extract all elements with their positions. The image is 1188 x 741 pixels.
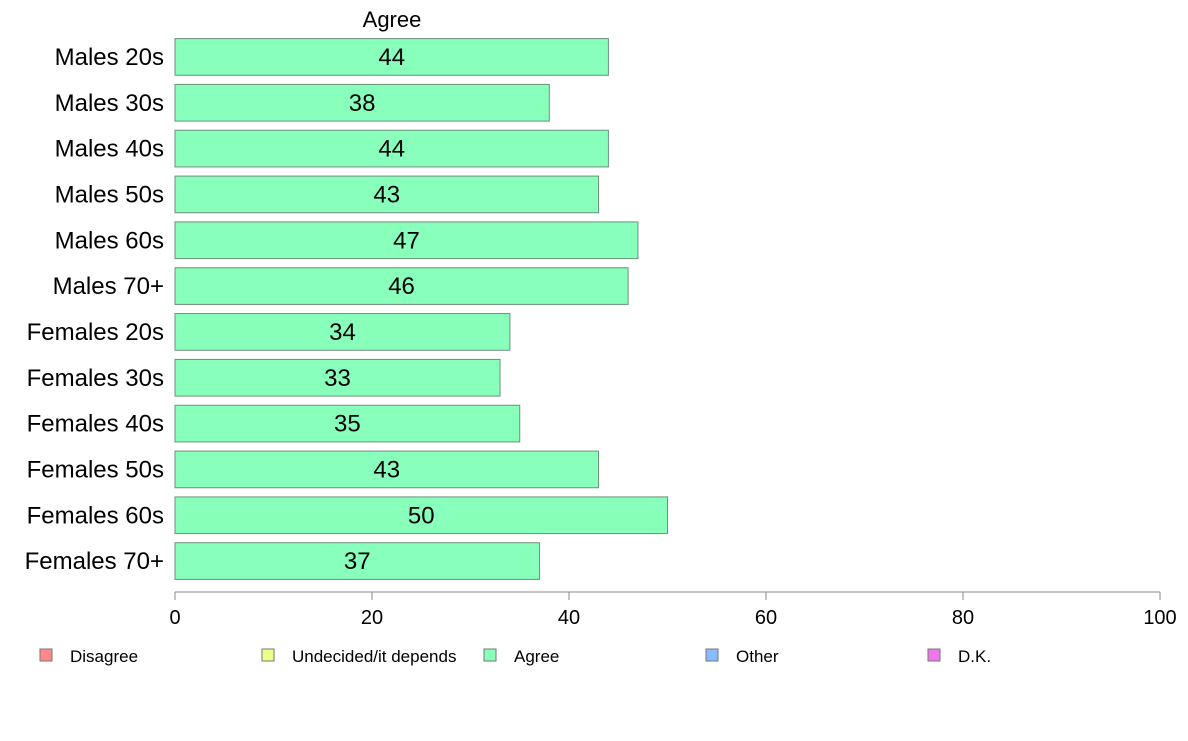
legend: Disagree Undecided/it depends Agree Other D.…	[39, 647, 991, 666]
category-label: Females 70+	[25, 548, 164, 575]
x-tick-label: 100	[1143, 607, 1176, 629]
bar	[174, 83, 550, 122]
bar	[174, 450, 600, 489]
category-label: Males 20s	[55, 44, 164, 71]
category-label: Females 20s	[27, 319, 164, 346]
chart-title: Agree	[363, 7, 422, 32]
data-label: 43	[373, 456, 400, 483]
legend-label: Agree	[514, 647, 559, 666]
bar	[174, 542, 540, 580]
data-label: 33	[324, 365, 351, 392]
bar	[174, 38, 609, 76]
legend-swatch	[261, 648, 275, 662]
x-tick-label: 40	[558, 607, 580, 629]
bar	[174, 313, 511, 351]
category-label: Males 40s	[55, 136, 164, 163]
data-label: 44	[378, 44, 405, 71]
bar	[174, 267, 629, 305]
x-axis: 0 20 40 60 80 100	[169, 591, 1177, 629]
data-label: 44	[378, 136, 405, 163]
legend-swatch	[705, 648, 719, 662]
legend-label: Other	[736, 647, 779, 666]
data-label: 50	[408, 502, 435, 529]
x-tick-label: 0	[169, 607, 180, 629]
x-tick-label: 80	[952, 607, 974, 629]
category-label: Males 50s	[55, 181, 164, 208]
data-label: 37	[344, 548, 371, 575]
data-label: 38	[349, 90, 376, 117]
data-label: 47	[393, 227, 420, 254]
category-label: Males 70+	[53, 273, 164, 300]
data-label: 46	[388, 273, 415, 300]
category-label: Females 40s	[27, 411, 164, 438]
legend-label: Undecided/it depends	[292, 647, 456, 666]
bar	[174, 221, 639, 260]
legend-label: Disagree	[70, 647, 138, 666]
bar	[174, 358, 501, 397]
bar	[174, 404, 521, 443]
data-label: 35	[334, 411, 361, 438]
category-label: Males 60s	[55, 227, 164, 254]
data-label: 34	[329, 319, 356, 346]
legend-swatch	[927, 648, 941, 662]
category-label: Females 60s	[27, 502, 164, 529]
legend-swatch	[39, 648, 53, 662]
category-label: Males 30s	[55, 90, 164, 117]
bar	[174, 496, 668, 535]
x-tick-label: 60	[755, 607, 777, 629]
bar	[174, 129, 609, 168]
bar	[174, 175, 600, 214]
bars-layer: 44 Males 20s 38 Males 30s 44 Males 40s 43 Males…	[25, 38, 668, 580]
legend-label: D.K.	[958, 647, 991, 666]
data-label: 43	[373, 181, 400, 208]
x-tick-label: 20	[361, 607, 383, 629]
category-label: Females 30s	[27, 365, 164, 392]
legend-swatch	[483, 648, 497, 662]
category-label: Females 50s	[27, 456, 164, 483]
